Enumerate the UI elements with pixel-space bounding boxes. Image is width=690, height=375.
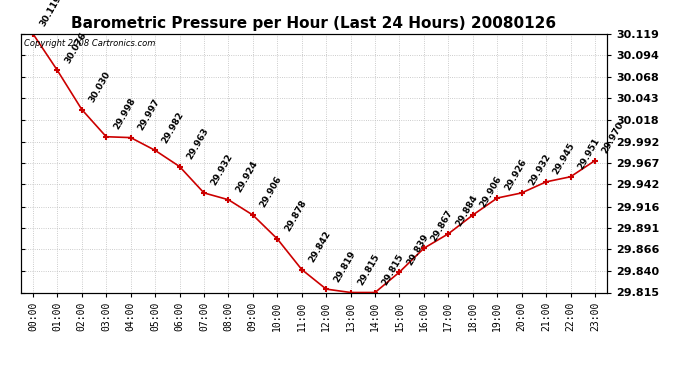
Text: 29.924: 29.924 — [234, 159, 259, 194]
Text: 29.932: 29.932 — [210, 153, 235, 188]
Text: 29.842: 29.842 — [307, 229, 333, 264]
Text: 29.819: 29.819 — [332, 249, 357, 284]
Text: 29.867: 29.867 — [429, 208, 455, 243]
Text: 29.951: 29.951 — [576, 136, 601, 171]
Text: 30.076: 30.076 — [63, 30, 88, 65]
Text: 29.982: 29.982 — [161, 110, 186, 145]
Text: 29.839: 29.839 — [405, 232, 431, 267]
Text: 29.926: 29.926 — [503, 158, 528, 192]
Text: 29.906: 29.906 — [259, 175, 284, 210]
Text: 29.906: 29.906 — [478, 175, 504, 210]
Text: 29.884: 29.884 — [454, 194, 479, 228]
Text: 29.970: 29.970 — [600, 120, 626, 155]
Text: 29.997: 29.997 — [136, 97, 161, 132]
Text: 29.815: 29.815 — [381, 252, 406, 287]
Text: 29.815: 29.815 — [356, 252, 382, 287]
Text: 29.932: 29.932 — [527, 153, 553, 188]
Text: 29.998: 29.998 — [112, 96, 137, 131]
Text: 29.963: 29.963 — [185, 126, 210, 161]
Text: 29.878: 29.878 — [283, 199, 308, 233]
Text: 30.030: 30.030 — [88, 70, 112, 104]
Text: 30.119: 30.119 — [39, 0, 63, 28]
Text: Copyright 2008 Cartronics.com: Copyright 2008 Cartronics.com — [23, 39, 155, 48]
Title: Barometric Pressure per Hour (Last 24 Hours) 20080126: Barometric Pressure per Hour (Last 24 Ho… — [71, 16, 557, 31]
Text: 29.945: 29.945 — [552, 141, 577, 176]
